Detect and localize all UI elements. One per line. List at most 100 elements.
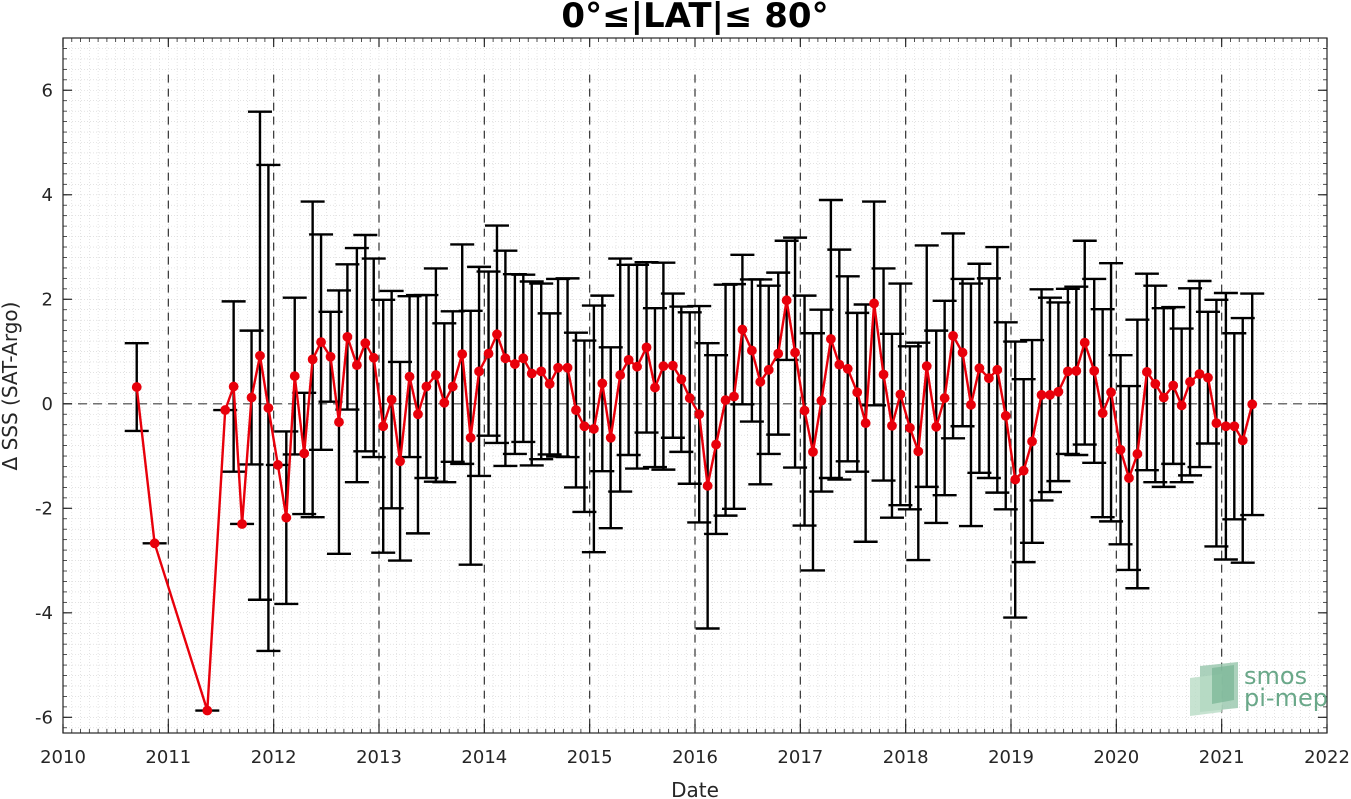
logo-text-line2: pi-mep — [1244, 684, 1328, 712]
x-axis-label: Date — [671, 778, 719, 799]
x-tick-label: 2020 — [1093, 747, 1139, 768]
data-point — [342, 332, 353, 342]
data-point — [966, 399, 976, 410]
x-tick-label: 2012 — [251, 747, 297, 768]
data-point — [878, 369, 889, 380]
data-point — [1124, 473, 1134, 483]
data-point — [289, 371, 300, 381]
x-tick-label: 2015 — [567, 747, 613, 768]
data-point — [553, 362, 563, 373]
data-point — [474, 366, 484, 377]
data-point — [755, 376, 766, 387]
data-point — [518, 353, 529, 364]
data-point — [931, 421, 942, 432]
data-point — [351, 360, 362, 371]
data-point — [790, 347, 800, 358]
data-point — [334, 417, 344, 427]
data-point — [413, 409, 423, 420]
data-point — [202, 705, 213, 716]
data-point — [588, 423, 599, 434]
data-point — [720, 395, 731, 406]
data-point — [957, 347, 968, 358]
data-point — [1176, 400, 1187, 411]
x-tick-label: 2016 — [672, 747, 718, 768]
data-point — [869, 298, 879, 309]
data-point — [509, 359, 520, 369]
data-point — [1141, 367, 1152, 377]
data-point — [526, 368, 537, 379]
data-point — [825, 334, 836, 344]
data-points — [131, 295, 1258, 716]
data-point — [1194, 369, 1205, 379]
data-point — [992, 364, 1003, 375]
data-point — [1237, 435, 1248, 446]
data-point — [1010, 474, 1021, 485]
data-point — [702, 480, 713, 491]
data-point — [781, 295, 792, 306]
data-point — [904, 422, 915, 433]
y-tick-label: 0 — [42, 394, 53, 415]
data-point — [895, 389, 906, 400]
data-point — [842, 363, 853, 374]
data-point — [1115, 444, 1126, 455]
data-point — [386, 394, 397, 405]
data-point — [983, 373, 994, 384]
data-point — [650, 382, 660, 393]
data-point — [834, 359, 845, 370]
x-tick-label: 2018 — [883, 747, 929, 768]
y-tick-label: -2 — [35, 498, 53, 519]
data-point — [1247, 399, 1258, 410]
x-tick-label: 2013 — [356, 747, 402, 768]
data-point — [360, 338, 371, 349]
data-point — [773, 348, 784, 359]
logo-text-line1: smos — [1244, 662, 1307, 690]
data-point — [272, 460, 283, 470]
data-point — [404, 371, 415, 382]
x-tick-label: 2021 — [1199, 747, 1245, 768]
data-point — [500, 353, 511, 364]
data-point — [1071, 365, 1082, 376]
data-point — [1158, 392, 1169, 403]
data-point — [246, 392, 257, 403]
data-point — [939, 393, 950, 403]
data-point — [921, 361, 932, 372]
data-point — [763, 364, 774, 375]
data-point — [1203, 372, 1213, 383]
data-point — [536, 366, 547, 377]
y-tick-label: 2 — [42, 289, 53, 310]
data-point — [1185, 376, 1195, 387]
data-point — [1089, 365, 1100, 376]
data-point — [974, 363, 985, 374]
data-point — [1106, 387, 1116, 398]
smos-pi-mep-logo: smos pi-mep — [1190, 662, 1328, 716]
data-point — [623, 354, 634, 365]
data-point — [1211, 418, 1222, 429]
data-point — [263, 403, 274, 413]
x-tick-label: 2022 — [1304, 747, 1350, 768]
data-point — [667, 360, 678, 371]
data-point — [852, 387, 863, 398]
y-axis-label: Δ SSS (SAT-Argo) — [0, 302, 22, 471]
data-point — [887, 420, 897, 431]
data-point — [1220, 421, 1231, 432]
data-point — [676, 374, 687, 385]
data-point — [1062, 366, 1073, 377]
y-tick-label: 4 — [42, 185, 53, 206]
data-point — [913, 446, 924, 457]
data-point — [860, 418, 871, 429]
data-point — [395, 456, 405, 467]
x-tick-label: 2010 — [40, 747, 86, 768]
data-point — [808, 446, 818, 457]
data-point — [1000, 410, 1011, 421]
chart-title: 0°≤|LAT|≤ 80° — [561, 0, 828, 36]
data-point — [1018, 465, 1029, 476]
x-axis-ticks: 2010 2011 2012 2013 2014 2015 2016 2017 2018 2019… — [40, 38, 1350, 768]
data-point — [368, 352, 379, 363]
data-point — [1150, 379, 1161, 389]
data-point — [1079, 337, 1090, 348]
data-point — [1229, 421, 1240, 432]
data-point — [1036, 390, 1047, 400]
data-point — [439, 397, 450, 408]
